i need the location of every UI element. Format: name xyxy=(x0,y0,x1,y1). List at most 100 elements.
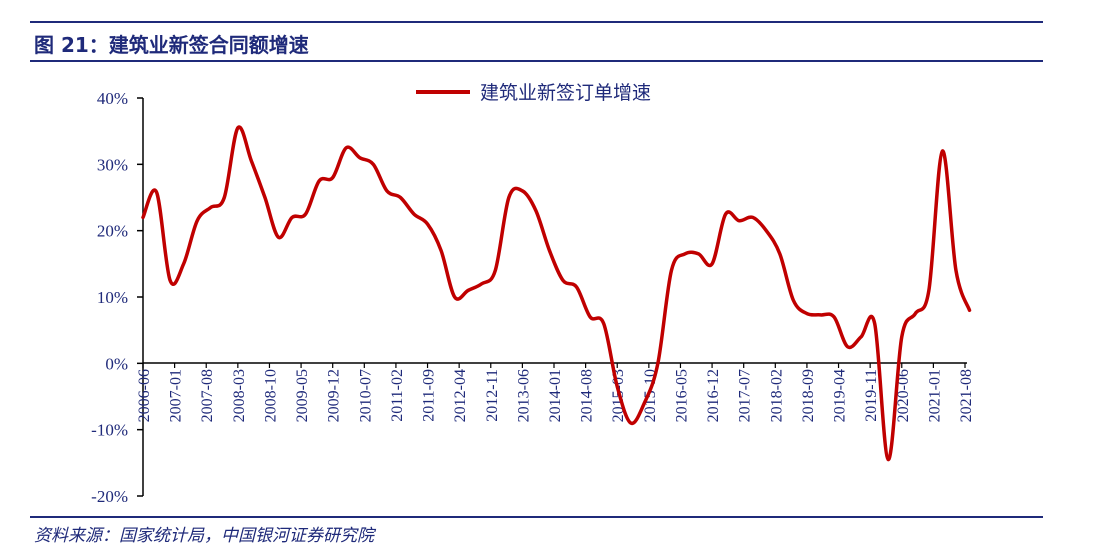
data-point xyxy=(779,253,781,255)
data-point xyxy=(196,220,198,222)
x-axis-tick-label: 2014-01 xyxy=(547,369,564,422)
data-point xyxy=(914,312,916,314)
data-point xyxy=(521,190,523,192)
data-point xyxy=(453,296,455,298)
y-axis-tick-label: -20% xyxy=(91,487,128,506)
data-point xyxy=(169,279,171,281)
data-point xyxy=(277,236,279,238)
data-point xyxy=(860,336,862,338)
data-point xyxy=(562,279,564,281)
y-axis-tick-label: 10% xyxy=(97,288,128,307)
legend-label: 建筑业新签订单增速 xyxy=(480,82,651,104)
data-point xyxy=(901,336,903,338)
data-point xyxy=(630,422,632,424)
data-point xyxy=(291,216,293,218)
data-point xyxy=(426,223,428,225)
data-point xyxy=(873,322,875,324)
data-point xyxy=(697,253,699,255)
x-axis-tick-label: 2008-03 xyxy=(231,369,248,422)
x-axis-tick-label: 2011-02 xyxy=(389,369,406,422)
x-axis-tick-label: 2007-08 xyxy=(199,369,216,422)
x-axis-tick-label: 2008-10 xyxy=(262,369,279,422)
data-point xyxy=(304,213,306,215)
x-axis-tick-label: 2018-02 xyxy=(768,369,785,422)
x-axis-tick-label: 2017-07 xyxy=(737,369,754,422)
y-axis-tick-label: 40% xyxy=(97,89,128,108)
data-point xyxy=(318,180,320,182)
footer-rule xyxy=(30,516,1043,518)
x-axis-tick-label: 2016-05 xyxy=(673,369,690,422)
x-axis-tick-label: 2019-04 xyxy=(832,369,849,422)
data-point xyxy=(941,150,943,152)
figure-title: 图 21：建筑业新签合同额增速 xyxy=(34,33,309,57)
data-point xyxy=(413,213,415,215)
x-axis-tick-label: 2012-04 xyxy=(452,369,469,422)
data-point xyxy=(752,216,754,218)
data-point xyxy=(331,176,333,178)
data-point xyxy=(548,249,550,251)
data-point xyxy=(494,269,496,271)
y-axis-tick-labels: 40% 30% 20% 10% 0% -10% -20% xyxy=(91,89,128,506)
data-point xyxy=(535,210,537,212)
series-line xyxy=(141,125,972,462)
data-point xyxy=(887,458,889,460)
data-point xyxy=(846,346,848,348)
x-axis-tick-label: 2007-01 xyxy=(168,369,185,422)
series-layer xyxy=(141,125,972,462)
data-point xyxy=(467,289,469,291)
data-point xyxy=(657,362,659,364)
data-point xyxy=(210,206,212,208)
data-point xyxy=(792,299,794,301)
data-point xyxy=(250,160,252,162)
data-point xyxy=(359,157,361,159)
data-point xyxy=(684,253,686,255)
y-axis-tick-label: 20% xyxy=(97,222,128,241)
x-axis-tick-label: 2016-12 xyxy=(705,369,722,422)
x-axis-tick-label: 2019-11 xyxy=(863,369,880,422)
data-point xyxy=(833,316,835,318)
data-point xyxy=(264,196,266,198)
y-axis-tick-label: 30% xyxy=(97,155,128,174)
source-note: 资料来源：国家统计局，中国银河证券研究院 xyxy=(34,526,374,546)
x-axis-tick-label: 2011-09 xyxy=(421,369,438,422)
data-point xyxy=(819,314,821,316)
x-axis-tick-label: 2021-08 xyxy=(958,369,975,422)
data-point xyxy=(237,127,239,129)
data-point xyxy=(765,229,767,231)
data-point xyxy=(508,196,510,198)
x-axis-tick-label: 2010-07 xyxy=(357,369,374,422)
data-point xyxy=(142,216,144,218)
data-point xyxy=(182,263,184,265)
data-point xyxy=(968,309,970,311)
x-axis-tick-label: 2012-11 xyxy=(484,369,501,422)
chart-legend: 建筑业新签订单增速 xyxy=(416,82,651,104)
data-point xyxy=(724,213,726,215)
data-point xyxy=(738,220,740,222)
data-point xyxy=(481,283,483,285)
x-axis-tick-label: 2009-05 xyxy=(294,369,311,422)
data-point xyxy=(399,196,401,198)
x-axis-tick-label: 2006-06 xyxy=(136,369,153,422)
x-axis-tick-label: 2018-09 xyxy=(800,369,817,422)
title-bottom-rule xyxy=(30,60,1043,62)
data-point xyxy=(440,249,442,251)
data-point xyxy=(806,312,808,314)
data-point xyxy=(372,163,374,165)
data-point xyxy=(955,269,957,271)
title-top-rule xyxy=(30,21,1043,23)
data-point xyxy=(345,147,347,149)
data-point xyxy=(575,286,577,288)
data-point xyxy=(155,191,157,193)
data-point xyxy=(928,289,930,291)
data-point xyxy=(643,402,645,404)
x-axis-tick-label: 2014-08 xyxy=(579,369,596,422)
data-point xyxy=(711,263,713,265)
data-point xyxy=(670,269,672,271)
data-point xyxy=(386,190,388,192)
data-point xyxy=(602,322,604,324)
data-point xyxy=(589,316,591,318)
y-axis-tick-label: 0% xyxy=(105,354,128,373)
data-point xyxy=(223,196,225,198)
x-axis-tick-label: 2021-01 xyxy=(926,369,943,422)
